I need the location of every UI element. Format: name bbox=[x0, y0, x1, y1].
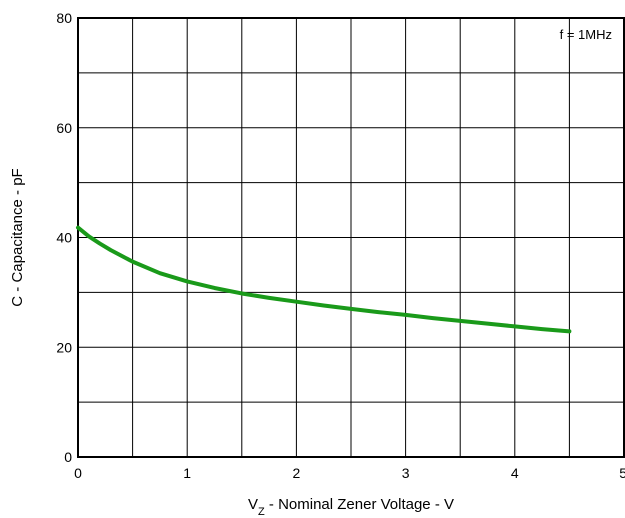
x-axis-label: VZ - Nominal Zener Voltage - V bbox=[248, 496, 454, 518]
grid-lines bbox=[78, 18, 624, 457]
y-tick-label: 40 bbox=[56, 230, 72, 246]
y-tick-label: 60 bbox=[56, 120, 72, 136]
x-tick-label: 2 bbox=[293, 465, 301, 481]
x-axis-label-main: V bbox=[248, 496, 258, 513]
y-tick-label: 0 bbox=[64, 449, 72, 465]
x-tick-label: 4 bbox=[511, 465, 519, 481]
x-tick-label: 1 bbox=[183, 465, 191, 481]
y-tick-label: 20 bbox=[56, 339, 72, 355]
x-tick-label: 0 bbox=[74, 465, 82, 481]
y-tick-label: 80 bbox=[56, 10, 72, 26]
series-line bbox=[78, 228, 569, 332]
x-tick-label: 5 bbox=[619, 465, 625, 481]
x-tick-labels: 0 1 2 3 4 5 bbox=[74, 465, 625, 481]
x-tick-label: 3 bbox=[402, 465, 410, 481]
x-axis-label-rest: - Nominal Zener Voltage - V bbox=[265, 496, 454, 513]
y-axis-label: C - Capacitance - pF bbox=[9, 168, 26, 306]
y-tick-labels: 0 20 40 60 80 bbox=[56, 10, 72, 465]
frequency-annotation: f = 1MHz bbox=[560, 27, 612, 42]
